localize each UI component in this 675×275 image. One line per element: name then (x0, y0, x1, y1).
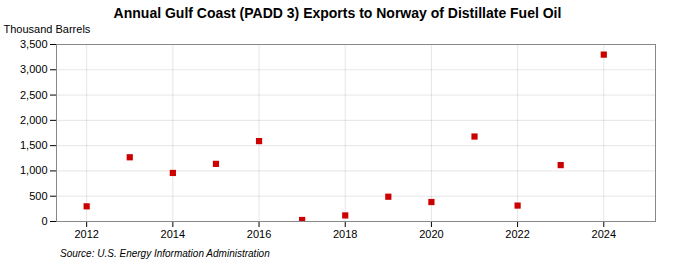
svg-text:2016: 2016 (247, 228, 271, 240)
svg-text:2018: 2018 (333, 228, 357, 240)
html-text:Source: U.S. Energy Informatio: Source: U.S. Energy Information Administ… (60, 248, 270, 259)
svg-text:500: 500 (29, 190, 47, 202)
svg-text:0: 0 (41, 215, 47, 227)
svg-text:1,500: 1,500 (20, 139, 48, 151)
svg-text:2022: 2022 (505, 228, 529, 240)
svg-text:Thousand Barrels: Thousand Barrels (4, 23, 91, 35)
svg-text:2014: 2014 (161, 228, 185, 240)
svg-text:1,000: 1,000 (20, 164, 48, 176)
html-text:Annual Gulf Coast (PADD 3) Exp: Annual Gulf Coast (PADD 3) Exports to No… (113, 5, 562, 21)
svg-text:2012: 2012 (74, 228, 98, 240)
svg-text:2020: 2020 (419, 228, 443, 240)
svg-text:3,500: 3,500 (20, 38, 48, 50)
svg-text:2,000: 2,000 (20, 114, 48, 126)
svg-text:2,500: 2,500 (20, 89, 48, 101)
svg-text:2024: 2024 (592, 228, 616, 240)
svg-text:3,000: 3,000 (20, 63, 48, 75)
